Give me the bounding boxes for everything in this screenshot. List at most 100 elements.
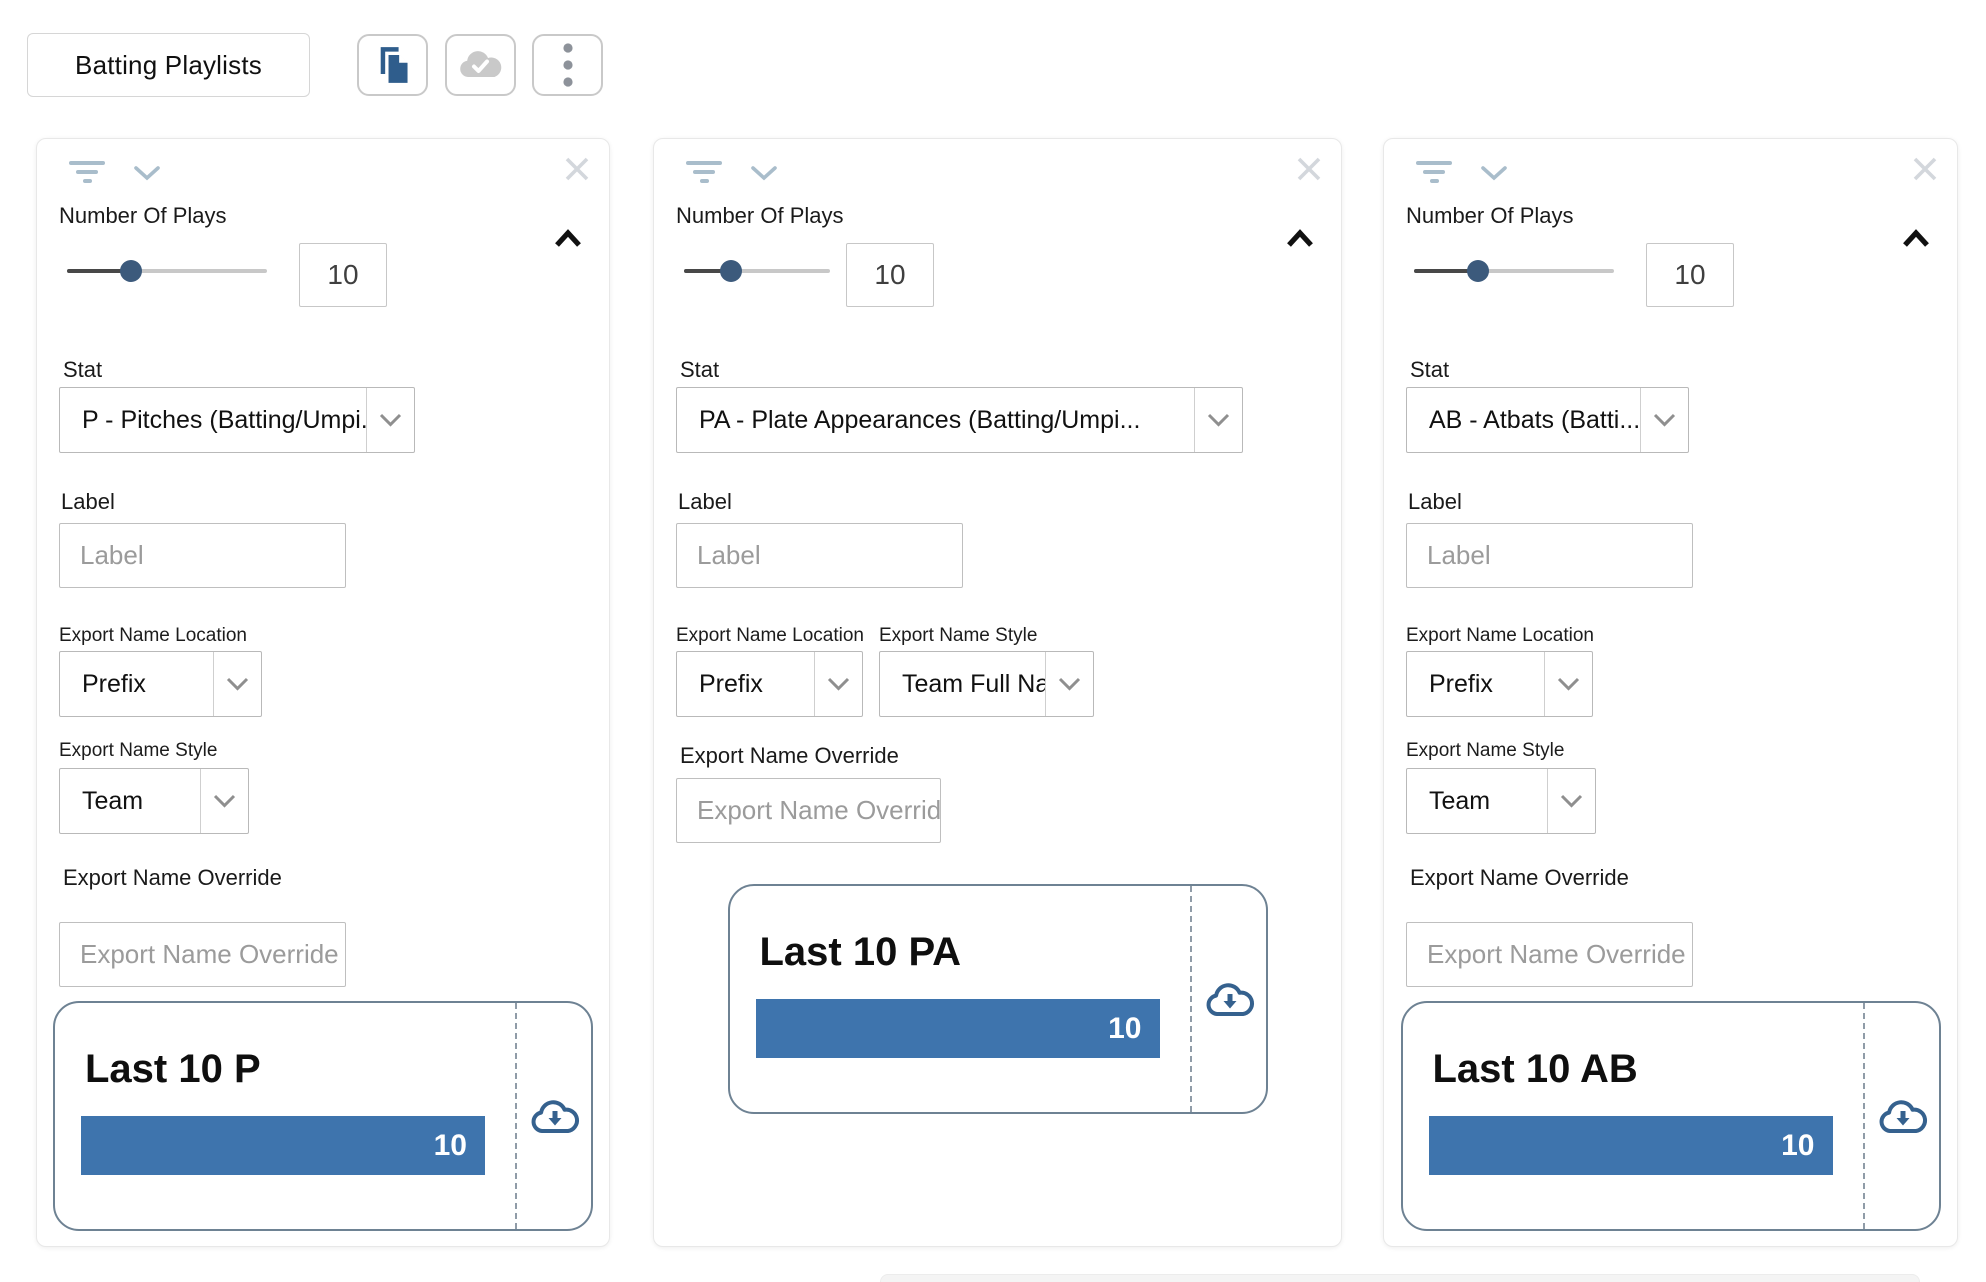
slider-thumb[interactable] xyxy=(720,260,742,282)
playlist-count: 10 xyxy=(433,1128,467,1162)
export-name-override-label: Export Name Override xyxy=(1410,865,1629,890)
slider-track xyxy=(684,269,830,273)
export-status-button[interactable] xyxy=(445,34,516,96)
copy-button[interactable] xyxy=(357,34,428,96)
label-input[interactable] xyxy=(59,523,346,588)
playlist-title: Last 10 PA xyxy=(759,930,962,974)
export-name-override-label: Export Name Override xyxy=(63,865,282,890)
export-name-style-select[interactable]: Team Full Name xyxy=(879,651,1094,717)
playlist-count: 10 xyxy=(1108,1011,1142,1045)
playlist-count-bar: 10 xyxy=(1428,1116,1833,1175)
playlist-title: Last 10 P xyxy=(85,1047,261,1091)
stat-select[interactable]: P - Pitches (Batting/Umpi... xyxy=(59,387,415,453)
chevron-down-icon[interactable] xyxy=(750,165,778,181)
playlist-title: Last 10 AB xyxy=(1432,1047,1638,1091)
export-name-location-label: Export Name Location xyxy=(1406,625,1594,646)
label-label: Label xyxy=(61,489,115,514)
stat-label: Stat xyxy=(680,357,720,382)
label-label: Label xyxy=(1408,489,1462,514)
number-of-plays-input[interactable] xyxy=(299,243,387,307)
chevron-down-icon xyxy=(213,652,261,716)
export-name-location-select[interactable]: Prefix xyxy=(676,651,863,717)
export-name-style-label: Export Name Style xyxy=(1406,740,1565,761)
below-fold-panel-edge xyxy=(880,1274,1920,1282)
export-name-override-input[interactable] xyxy=(1406,922,1693,987)
chevron-down-icon[interactable] xyxy=(1480,165,1508,181)
slider-thumb[interactable] xyxy=(1467,260,1489,282)
label-input[interactable] xyxy=(676,523,963,588)
export-name-style-select[interactable]: Team xyxy=(59,768,249,834)
export-name-style-label: Export Name Style xyxy=(879,625,1038,646)
stat-select-value: AB - Atbats (Batti... xyxy=(1429,405,1640,434)
close-icon[interactable] xyxy=(1295,155,1323,183)
stat-label: Stat xyxy=(63,357,103,382)
playlist-preview-item[interactable]: Last 10 PA 10 xyxy=(727,884,1268,1114)
label-input[interactable] xyxy=(1406,523,1693,588)
export-name-override-input[interactable] xyxy=(676,778,941,843)
cloud-download-icon[interactable] xyxy=(529,1099,581,1137)
divider xyxy=(1862,1003,1865,1229)
close-icon[interactable] xyxy=(1911,155,1939,183)
chevron-up-icon[interactable] xyxy=(1285,229,1315,248)
export-name-style-value: Team xyxy=(82,786,144,815)
stat-select-value: PA - Plate Appearances (Batting/Umpi... xyxy=(699,405,1141,434)
export-name-style-value: Team Full Name xyxy=(902,669,1045,698)
stat-select[interactable]: AB - Atbats (Batti... xyxy=(1406,387,1689,453)
export-name-override-label: Export Name Override xyxy=(680,743,899,768)
slider-fill xyxy=(1414,269,1478,273)
number-of-plays-label: Number Of Plays xyxy=(59,203,227,228)
chevron-up-icon[interactable] xyxy=(553,229,583,248)
chevron-down-icon xyxy=(1547,769,1595,833)
playlist-card-plate-appearances: Number Of Plays Stat PA - Plate Appearan… xyxy=(653,138,1342,1247)
filter-icon[interactable] xyxy=(67,161,107,187)
chevron-up-icon[interactable] xyxy=(1901,229,1931,248)
chevron-down-icon xyxy=(1194,388,1242,452)
export-name-location-label: Export Name Location xyxy=(59,625,247,646)
cloud-download-icon[interactable] xyxy=(1204,982,1256,1020)
export-name-location-select[interactable]: Prefix xyxy=(1406,651,1593,717)
chevron-down-icon xyxy=(366,388,414,452)
export-name-style-select[interactable]: Team xyxy=(1406,768,1596,834)
page-title-text: Batting Playlists xyxy=(75,49,262,80)
playlist-card-pitches: Number Of Plays Stat P - Pitches (Battin… xyxy=(36,138,610,1247)
page-title: Batting Playlists xyxy=(27,33,310,97)
slider-track xyxy=(67,269,267,273)
slider-thumb[interactable] xyxy=(120,260,142,282)
export-name-style-label: Export Name Style xyxy=(59,740,218,761)
filter-icon[interactable] xyxy=(1414,161,1454,187)
export-name-location-select[interactable]: Prefix xyxy=(59,651,262,717)
chevron-down-icon[interactable] xyxy=(133,165,161,181)
chevron-down-icon xyxy=(1640,388,1688,452)
export-name-style-value: Team xyxy=(1429,786,1491,815)
number-of-plays-input[interactable] xyxy=(1646,243,1734,307)
number-of-plays-label: Number Of Plays xyxy=(1406,203,1574,228)
divider xyxy=(1189,886,1192,1112)
more-options-button[interactable] xyxy=(532,34,603,96)
divider xyxy=(515,1003,517,1229)
playlist-card-atbats: Number Of Plays Stat AB - Atbats (Batti.… xyxy=(1383,138,1958,1247)
number-of-plays-input[interactable] xyxy=(846,243,934,307)
export-name-location-value: Prefix xyxy=(699,669,763,698)
playlist-count: 10 xyxy=(1781,1128,1815,1162)
slider-fill xyxy=(684,269,731,273)
cloud-download-icon[interactable] xyxy=(1877,1099,1929,1137)
stat-select[interactable]: PA - Plate Appearances (Batting/Umpi... xyxy=(676,387,1243,453)
filter-icon[interactable] xyxy=(684,161,724,187)
chevron-down-icon xyxy=(1045,652,1093,716)
close-icon[interactable] xyxy=(563,155,591,183)
number-of-plays-slider[interactable] xyxy=(67,257,267,285)
number-of-plays-label: Number Of Plays xyxy=(676,203,844,228)
number-of-plays-slider[interactable] xyxy=(1414,257,1614,285)
slider-track xyxy=(1414,269,1614,273)
playlist-preview-item[interactable]: Last 10 P 10 xyxy=(53,1001,593,1231)
kebab-menu-icon xyxy=(562,43,573,87)
playlist-count-bar: 10 xyxy=(81,1116,485,1175)
cloud-check-icon xyxy=(459,51,501,77)
export-name-location-label: Export Name Location xyxy=(676,625,864,646)
export-name-override-input[interactable] xyxy=(59,922,346,987)
chevron-down-icon xyxy=(1544,652,1592,716)
export-name-location-value: Prefix xyxy=(1429,669,1493,698)
slider-fill xyxy=(67,269,131,273)
number-of-plays-slider[interactable] xyxy=(684,257,830,285)
playlist-preview-item[interactable]: Last 10 AB 10 xyxy=(1400,1001,1941,1231)
